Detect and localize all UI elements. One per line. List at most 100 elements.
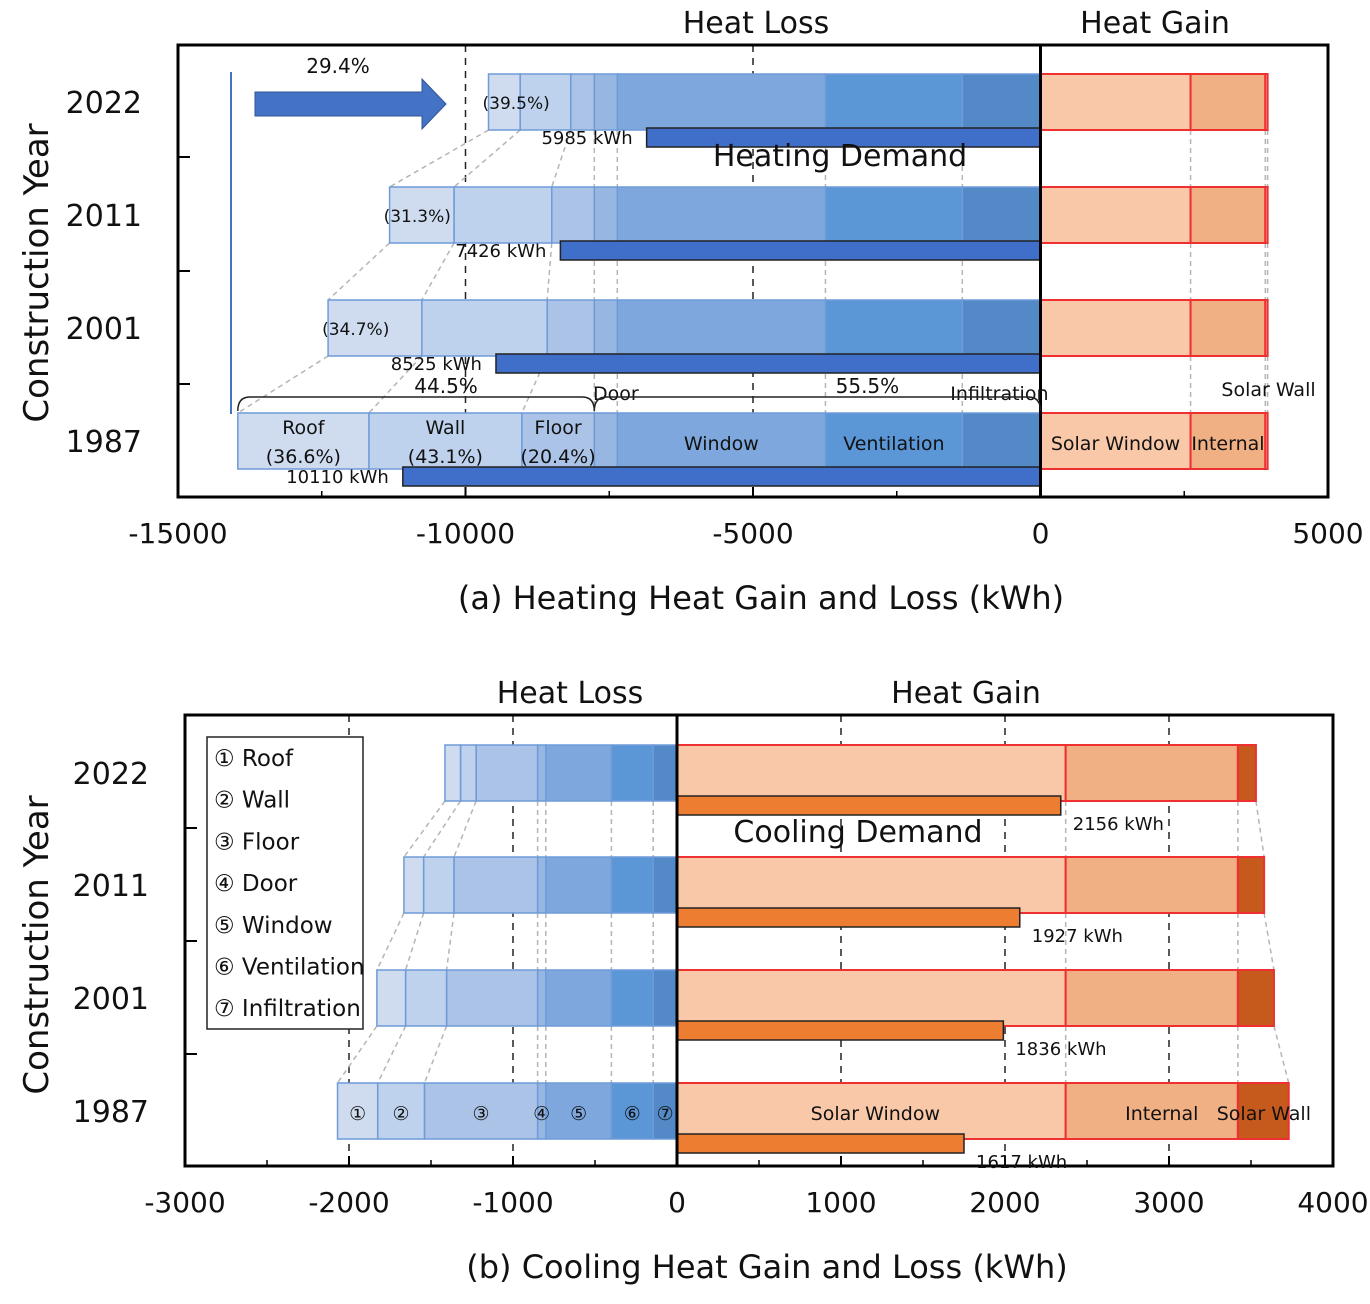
x-tick-label: 2000 <box>969 1186 1040 1219</box>
loss-bar-roof-2022 <box>487 73 521 131</box>
y-axis-title: Construction Year <box>17 123 57 422</box>
loss-bar-floor-2022 <box>475 744 539 802</box>
demand-label: 1927 kWh <box>1032 926 1123 947</box>
x-tick-label: 1000 <box>805 1186 876 1219</box>
y-tick-label: 2001 <box>66 312 142 347</box>
loss-bar-infiltration-2011 <box>652 856 678 914</box>
gain-bar-solar-window-2011 <box>676 856 1067 914</box>
brace-label: 55.5% <box>836 374 900 398</box>
loss-bar-floor-1987 <box>423 1082 539 1140</box>
y-tick-label: 2011 <box>66 199 142 234</box>
circled-segment-label: ④ <box>533 1103 550 1125</box>
circled-segment-label: ⑤ <box>570 1103 587 1125</box>
y-tick-label: 1987 <box>73 1095 149 1130</box>
loss-bar-ventilation-1987 <box>824 412 964 470</box>
gain-segment-label: Solar Wall <box>1221 379 1315 401</box>
gain-bar-solar-wall-2001 <box>1236 969 1275 1027</box>
demand-label: 1836 kWh <box>1015 1039 1106 1060</box>
circled-segment-label: ② <box>393 1103 410 1125</box>
heat-loss-header: Heat Loss <box>683 6 830 41</box>
gain-bar-solar-wall-2022 <box>1264 73 1269 131</box>
gain-segment-label: Solar Window <box>811 1103 940 1125</box>
guide-line <box>421 242 455 301</box>
demand-bar-1987 <box>402 466 1042 487</box>
loss-bar-ventilation-2022 <box>610 744 654 802</box>
y-tick-label: 1987 <box>66 425 142 460</box>
gain-bar-internal-2022 <box>1189 73 1267 131</box>
gain-bar-solar-wall-2011 <box>1236 856 1266 914</box>
brace-label: 44.5% <box>414 374 478 398</box>
circled-segment-label: ③ <box>472 1103 489 1125</box>
x-tick-label: 3000 <box>1133 1186 1204 1219</box>
gain-segment-label: Internal <box>1191 433 1264 455</box>
legend-box <box>206 736 364 1030</box>
circled-segment-label: ⑦ <box>657 1103 674 1125</box>
segment-pct-label: (43.1%) <box>408 446 483 468</box>
guide-line <box>1255 800 1265 858</box>
loss-bar-window-1987 <box>545 1082 613 1140</box>
segment-name-label: Window <box>684 433 759 455</box>
loss-bar-roof-2001 <box>327 299 423 357</box>
loss-bar-ventilation-2011 <box>610 856 654 914</box>
legend-item: ④ Door <box>214 871 298 897</box>
segment-pct-label: (36.6%) <box>266 446 341 468</box>
demand-label: 2156 kWh <box>1073 814 1164 835</box>
gain-bar-internal-2001 <box>1064 969 1239 1027</box>
circled-segment-label: ⑥ <box>624 1103 641 1125</box>
loss-bar-infiltration-2011 <box>961 186 1042 244</box>
guide-line <box>453 800 477 858</box>
demand-bar-2011 <box>559 240 1042 261</box>
legend: ① Roof ② Wall ③ Floor ④ Door ⑤ Window ⑥ Venti… <box>206 736 365 1030</box>
demand-title: Cooling Demand <box>733 815 982 850</box>
loss-bar-window-2022 <box>616 73 827 131</box>
brace-other <box>593 396 1042 412</box>
loss-bar-ventilation-1987 <box>610 1082 654 1140</box>
envelope-share-label: (34.7%) <box>322 320 389 340</box>
gain-bar-solar-window-2001 <box>676 969 1067 1027</box>
loss-bar-wall-2011 <box>422 856 455 914</box>
gain-bar-solar-window-2022 <box>1039 73 1192 131</box>
loss-bar-floor-2022 <box>569 73 596 131</box>
envelope-share-label: (31.3%) <box>384 207 451 227</box>
segment-name-label: Floor <box>534 417 581 439</box>
guide-line <box>377 1025 407 1084</box>
loss-bar-wall-2001 <box>404 969 448 1027</box>
loss-bar-window-1987 <box>616 412 827 470</box>
legend-item: ① Roof <box>214 746 294 772</box>
cooling-chart: -3000 -2000 -1000 0 1000 2000 3000 4000 2022 2011… <box>17 676 1369 1286</box>
gain-segment-label: Solar Window <box>1051 433 1180 455</box>
legend-item: ⑥ Ventilation <box>214 955 365 981</box>
segment-name-label: Door <box>593 383 639 405</box>
legend-item: ⑦ Infiltration <box>214 996 361 1022</box>
loss-bar-ventilation-2001 <box>824 299 964 357</box>
loss-bar-infiltration-1987 <box>961 412 1042 470</box>
loss-bar-wall-2022 <box>459 744 477 802</box>
x-tick-label: 4000 <box>1297 1186 1368 1219</box>
loss-bar-door-2022 <box>593 73 619 131</box>
loss-bar-window-2011 <box>616 186 827 244</box>
gain-bar-solar-wall-2001 <box>1264 299 1269 357</box>
loss-bar-infiltration-2022 <box>961 73 1042 131</box>
demand-label: 8525 kWh <box>391 354 482 375</box>
guide-line <box>327 242 391 301</box>
demand-label: 5985 kWh <box>541 128 632 149</box>
loss-bar-floor-2001 <box>445 969 539 1027</box>
loss-bar-door-2001 <box>536 969 547 1027</box>
loss-bar-infiltration-2001 <box>652 969 678 1027</box>
y-axis-title: Construction Year <box>17 795 57 1094</box>
circled-segment-label: ① <box>349 1103 366 1125</box>
legend-item: ⑤ Window <box>214 913 333 939</box>
guide-line <box>453 129 521 188</box>
loss-bar-door-2001 <box>593 299 619 357</box>
x-tick-label: -15000 <box>128 517 227 550</box>
demand-label: 10110 kWh <box>286 467 389 488</box>
gain-bar-solar-window-2001 <box>1039 299 1192 357</box>
heating-chart: -15000 -10000 -5000 0 5000 2022 2011 2001 1987 (a… <box>17 6 1364 617</box>
guide-line <box>368 355 423 414</box>
loss-bar-window-2022 <box>545 744 613 802</box>
y-tick-label: 2001 <box>73 982 149 1017</box>
segment-pct-label: (20.4%) <box>520 446 595 468</box>
loss-bar-wall-2001 <box>421 299 548 357</box>
legend-item: ③ Floor <box>214 829 300 855</box>
